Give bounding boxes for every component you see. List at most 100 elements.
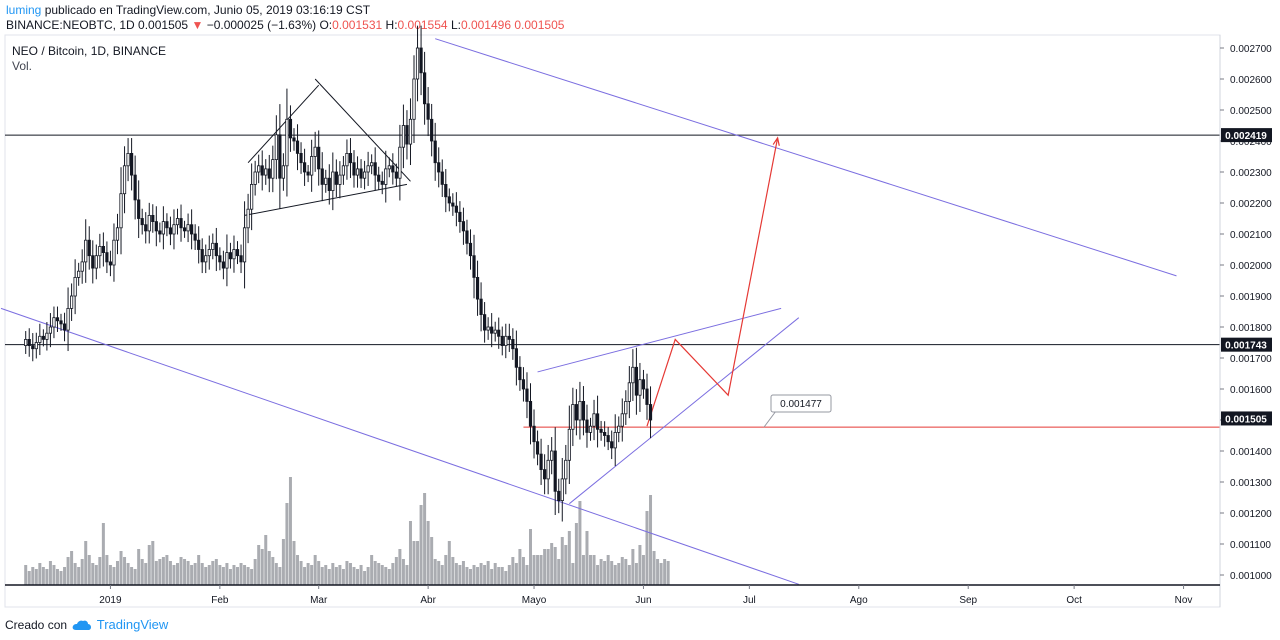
candle-body bbox=[564, 459, 568, 480]
candle-body bbox=[557, 490, 561, 501]
candle-body bbox=[94, 255, 98, 269]
candle-body bbox=[338, 174, 342, 185]
candle-body bbox=[45, 332, 49, 340]
triangle-line bbox=[247, 84, 320, 164]
volume-bar bbox=[359, 565, 363, 585]
volume-bar bbox=[320, 567, 324, 585]
candle-body bbox=[62, 323, 67, 331]
volume-bar bbox=[645, 511, 649, 585]
volume-bar bbox=[31, 567, 35, 585]
candle-body bbox=[207, 249, 211, 257]
volume-bar bbox=[271, 557, 275, 585]
volume-bar bbox=[348, 563, 352, 585]
volume-bar bbox=[236, 567, 240, 585]
volume-bar bbox=[144, 563, 148, 585]
volume-bar bbox=[267, 551, 271, 585]
candle-body bbox=[483, 314, 487, 331]
wedge-line bbox=[569, 317, 800, 505]
y-tick-label: 0.002300 bbox=[1230, 168, 1272, 179]
candle-body bbox=[454, 205, 458, 213]
volume-bar bbox=[656, 559, 660, 585]
volume-bar bbox=[387, 569, 391, 585]
candle-body bbox=[606, 435, 610, 443]
volume-bar bbox=[529, 529, 532, 585]
volume-legend-label: Vol. bbox=[12, 59, 33, 73]
x-tick-label: Feb bbox=[211, 595, 229, 606]
candle-body bbox=[359, 168, 363, 179]
volume-bar bbox=[624, 559, 628, 585]
candle-body bbox=[225, 252, 229, 269]
volume-bar bbox=[137, 549, 141, 585]
volume-bar bbox=[211, 561, 215, 585]
volume-bar bbox=[430, 537, 434, 585]
volume-bar bbox=[250, 569, 254, 585]
triangle-line bbox=[244, 183, 408, 216]
candle-body bbox=[324, 177, 328, 185]
author-name[interactable]: luming bbox=[6, 3, 42, 17]
volume-bar bbox=[454, 563, 458, 585]
candle-body bbox=[599, 428, 603, 433]
volume-bar bbox=[183, 559, 187, 585]
y-tick-label: 0.001400 bbox=[1230, 447, 1272, 458]
candle-body bbox=[101, 245, 105, 253]
volume-bar bbox=[24, 565, 28, 585]
candle-body bbox=[98, 245, 102, 257]
candle-body bbox=[444, 183, 448, 198]
volume-bar bbox=[606, 555, 610, 585]
candle-body bbox=[55, 317, 60, 322]
tradingview-cloud-icon bbox=[73, 620, 92, 630]
candle-body bbox=[620, 413, 624, 427]
volume-bar bbox=[264, 535, 268, 585]
volume-bar bbox=[571, 563, 575, 585]
candle-body bbox=[108, 261, 113, 266]
candle-body bbox=[370, 162, 374, 167]
candle-body bbox=[66, 307, 70, 331]
candle-body bbox=[190, 224, 194, 235]
candle-body bbox=[235, 249, 240, 257]
candle-body bbox=[317, 146, 321, 170]
candle-body bbox=[401, 125, 406, 148]
candle-body bbox=[638, 379, 642, 396]
y-tick-label: 0.002500 bbox=[1230, 106, 1272, 117]
volume-bar bbox=[532, 555, 536, 585]
price-label-box bbox=[1221, 128, 1272, 143]
volume-bar bbox=[66, 557, 70, 585]
volume-bar bbox=[77, 567, 81, 585]
volume-bar bbox=[98, 557, 102, 585]
volume-bar bbox=[373, 561, 377, 585]
created-with-text: Creado con bbox=[5, 618, 68, 632]
candle-body bbox=[133, 174, 137, 201]
volume-bar bbox=[70, 551, 74, 585]
volume-bar bbox=[596, 565, 600, 585]
volume-bar bbox=[483, 565, 487, 585]
tradingview-brand-link[interactable]: TradingView bbox=[96, 617, 169, 632]
candle-body bbox=[341, 165, 346, 176]
volume-bar bbox=[41, 567, 45, 585]
candle-body bbox=[221, 261, 225, 269]
low-value: 0.001496 bbox=[460, 18, 512, 32]
close-value: 0.001505 bbox=[514, 18, 565, 32]
callout-box bbox=[770, 394, 832, 413]
volume-bar bbox=[179, 557, 183, 585]
volume-bar bbox=[158, 559, 162, 585]
volume-bar bbox=[444, 555, 448, 585]
volume-bar bbox=[186, 561, 190, 585]
candle-body bbox=[603, 431, 607, 436]
candle-body bbox=[571, 404, 575, 430]
candle-body bbox=[553, 450, 557, 492]
triangle-line bbox=[314, 78, 411, 182]
volume-bar bbox=[310, 565, 314, 585]
candle-body bbox=[41, 335, 45, 340]
volume-bar bbox=[603, 561, 607, 585]
volume-bar bbox=[48, 561, 52, 585]
candle-body bbox=[525, 388, 529, 402]
volume-bar bbox=[207, 565, 211, 585]
candle-body bbox=[422, 72, 427, 105]
y-tick-label: 0.002600 bbox=[1230, 75, 1272, 86]
volume-bar bbox=[38, 563, 42, 585]
candle-body bbox=[617, 425, 621, 433]
volume-bar bbox=[447, 541, 451, 585]
candle-body bbox=[560, 478, 564, 501]
candle-body bbox=[391, 165, 395, 173]
